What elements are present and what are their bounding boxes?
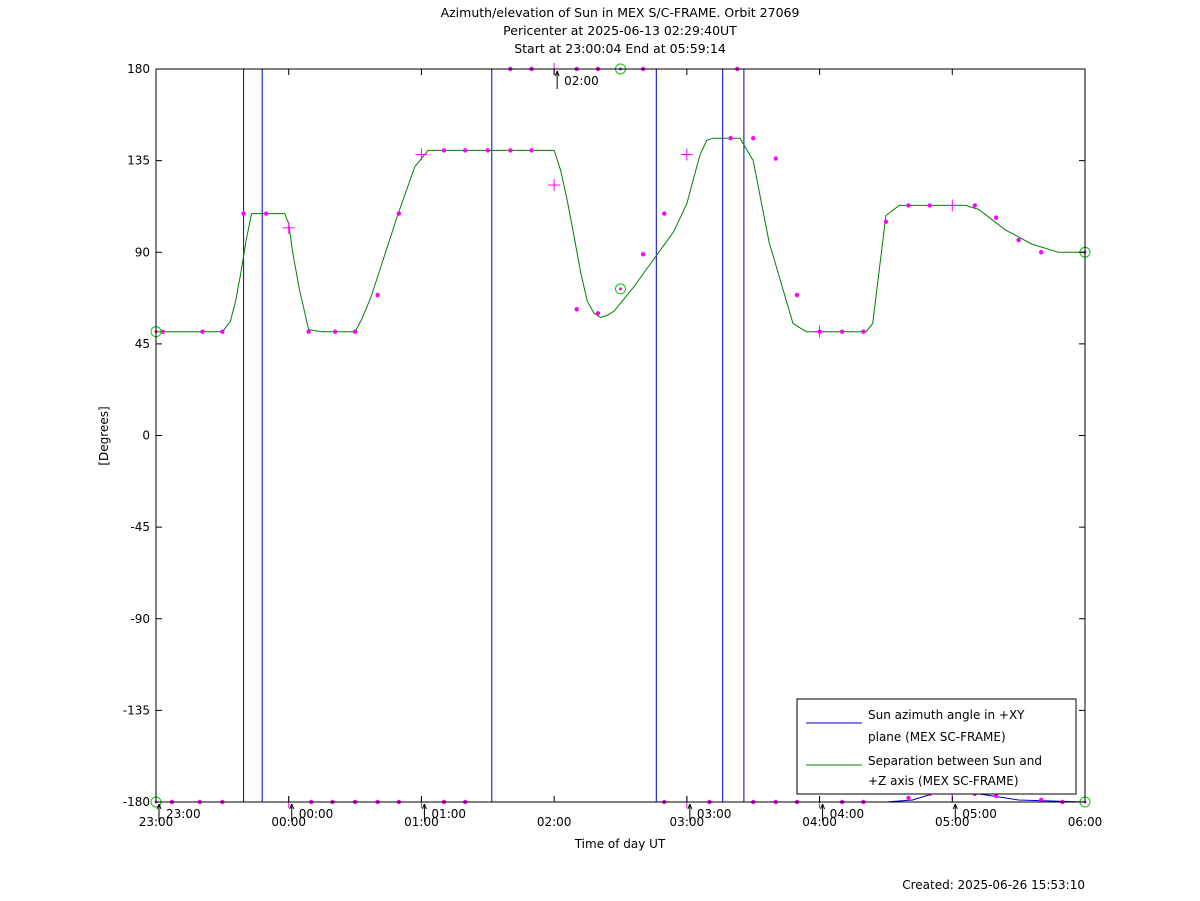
time-annotation-label: 00:00: [299, 807, 334, 821]
data-point-marker: [1039, 250, 1044, 255]
data-point-marker: [441, 148, 447, 153]
time-annotation: 23:00: [156, 803, 201, 822]
data-point-marker: [220, 329, 225, 334]
data-point-marker: [595, 311, 601, 316]
data-point-marker: [1016, 237, 1021, 243]
x-tick-label: 06:00: [1068, 815, 1103, 829]
created-timestamp: Created: 2025-06-26 15:53:10: [902, 878, 1085, 892]
x-axis-label: Time of day UT: [574, 837, 666, 851]
data-point-marker: [463, 148, 468, 153]
hour-cross-marker: [548, 179, 561, 192]
plot-frame: [155, 68, 1086, 803]
data-point-marker: [306, 329, 311, 334]
x-tick-label: 00:00: [271, 815, 306, 829]
time-annotation: 02:00: [554, 70, 599, 89]
data-point-marker: [883, 219, 889, 224]
data-point-marker: [906, 203, 911, 208]
hour-cross-marker: [946, 199, 959, 212]
endpoint-center-dot: [619, 287, 622, 291]
hour-cross-marker: [415, 148, 428, 161]
data-point-marker: [485, 148, 490, 153]
data-point-marker: [927, 203, 932, 208]
time-annotation: 03:00: [687, 803, 732, 822]
x-tick-label: 02:00: [537, 815, 572, 829]
hour-cross-marker: [680, 148, 693, 161]
y-tick-label: -135: [123, 703, 150, 717]
y-tick-label: -45: [130, 520, 150, 534]
data-point-marker: [861, 329, 866, 334]
data-point-marker: [728, 136, 733, 141]
data-point-marker: [993, 215, 999, 220]
time-annotation-label: 05:00: [962, 807, 997, 821]
data-point-marker: [972, 203, 978, 208]
data-point-marker: [751, 136, 756, 141]
y-tick-label: 45: [135, 337, 150, 351]
legend-label-azimuth-line1: Sun azimuth angle in +XY: [868, 708, 1025, 722]
series-line-separation: [156, 137, 1085, 333]
data-point-marker: [1039, 797, 1044, 803]
y-tick-label: -180: [123, 795, 150, 809]
time-annotation: 00:00: [289, 803, 334, 822]
time-annotation-label: 02:00: [564, 74, 599, 88]
time-annotation: 01:00: [421, 803, 466, 822]
time-annotation: 04:00: [820, 803, 865, 822]
data-point-marker: [794, 292, 800, 298]
data-point-marker: [508, 148, 513, 153]
data-point-marker: [640, 252, 646, 257]
x-tick-label: 04:00: [802, 815, 837, 829]
hour-cross-marker: [813, 325, 826, 338]
x-tick-label: 23:00: [139, 815, 174, 829]
x-tick-label: 01:00: [404, 815, 439, 829]
data-point-marker: [396, 211, 402, 216]
data-point-marker: [241, 211, 246, 216]
data-point-marker: [160, 329, 165, 334]
data-point-marker: [906, 795, 911, 801]
chart-title: Azimuth/elevation of Sun in MEX S/C-FRAM…: [441, 5, 800, 20]
data-point-marker: [529, 148, 534, 153]
data-point-marker: [352, 329, 358, 334]
chart-subtitle-pericenter: Pericenter at 2025-06-13 02:29:40UT: [503, 23, 737, 38]
data-point-marker: [200, 329, 205, 334]
legend-box: [796, 698, 1077, 795]
y-tick-label: 180: [127, 62, 150, 76]
data-point-marker: [574, 307, 579, 312]
time-annotation-label: 01:00: [431, 807, 466, 821]
data-point-marker: [993, 793, 999, 799]
y-tick-label: 90: [135, 245, 150, 259]
legend-label-separation-line2: +Z axis (MEX SC-FRAME): [868, 774, 1019, 788]
chart-subtitle-start-end: Start at 23:00:04 End at 05:59:14: [514, 41, 726, 56]
data-point-marker: [839, 329, 845, 334]
data-point-marker: [662, 211, 667, 216]
time-annotation-label: 04:00: [830, 807, 865, 821]
data-point-marker: [773, 156, 778, 161]
y-axis-label: [Degrees]: [97, 406, 111, 465]
legend-label-separation-line1: Separation between Sun and: [868, 754, 1042, 768]
endpoint-circle-marker: [615, 283, 626, 295]
y-tick-label: 0: [142, 429, 150, 443]
data-point-marker: [375, 292, 380, 298]
x-tick-label: 03:00: [670, 815, 705, 829]
time-annotation: 05:00: [952, 803, 997, 822]
data-point-marker: [263, 211, 269, 216]
time-annotation-label: 23:00: [166, 807, 201, 821]
plot-area: [156, 69, 1085, 802]
hour-cross-marker: [282, 221, 295, 234]
legend: Sun azimuth angle in +XY plane (MEX SC-F…: [796, 698, 1077, 795]
legend-label-azimuth-line2: plane (MEX SC-FRAME): [868, 730, 1006, 744]
data-point-marker: [332, 329, 338, 334]
x-tick-label: 05:00: [935, 815, 970, 829]
y-tick-label: 135: [127, 154, 150, 168]
time-annotation-label: 03:00: [697, 807, 732, 821]
y-tick-label: -90: [130, 612, 150, 626]
